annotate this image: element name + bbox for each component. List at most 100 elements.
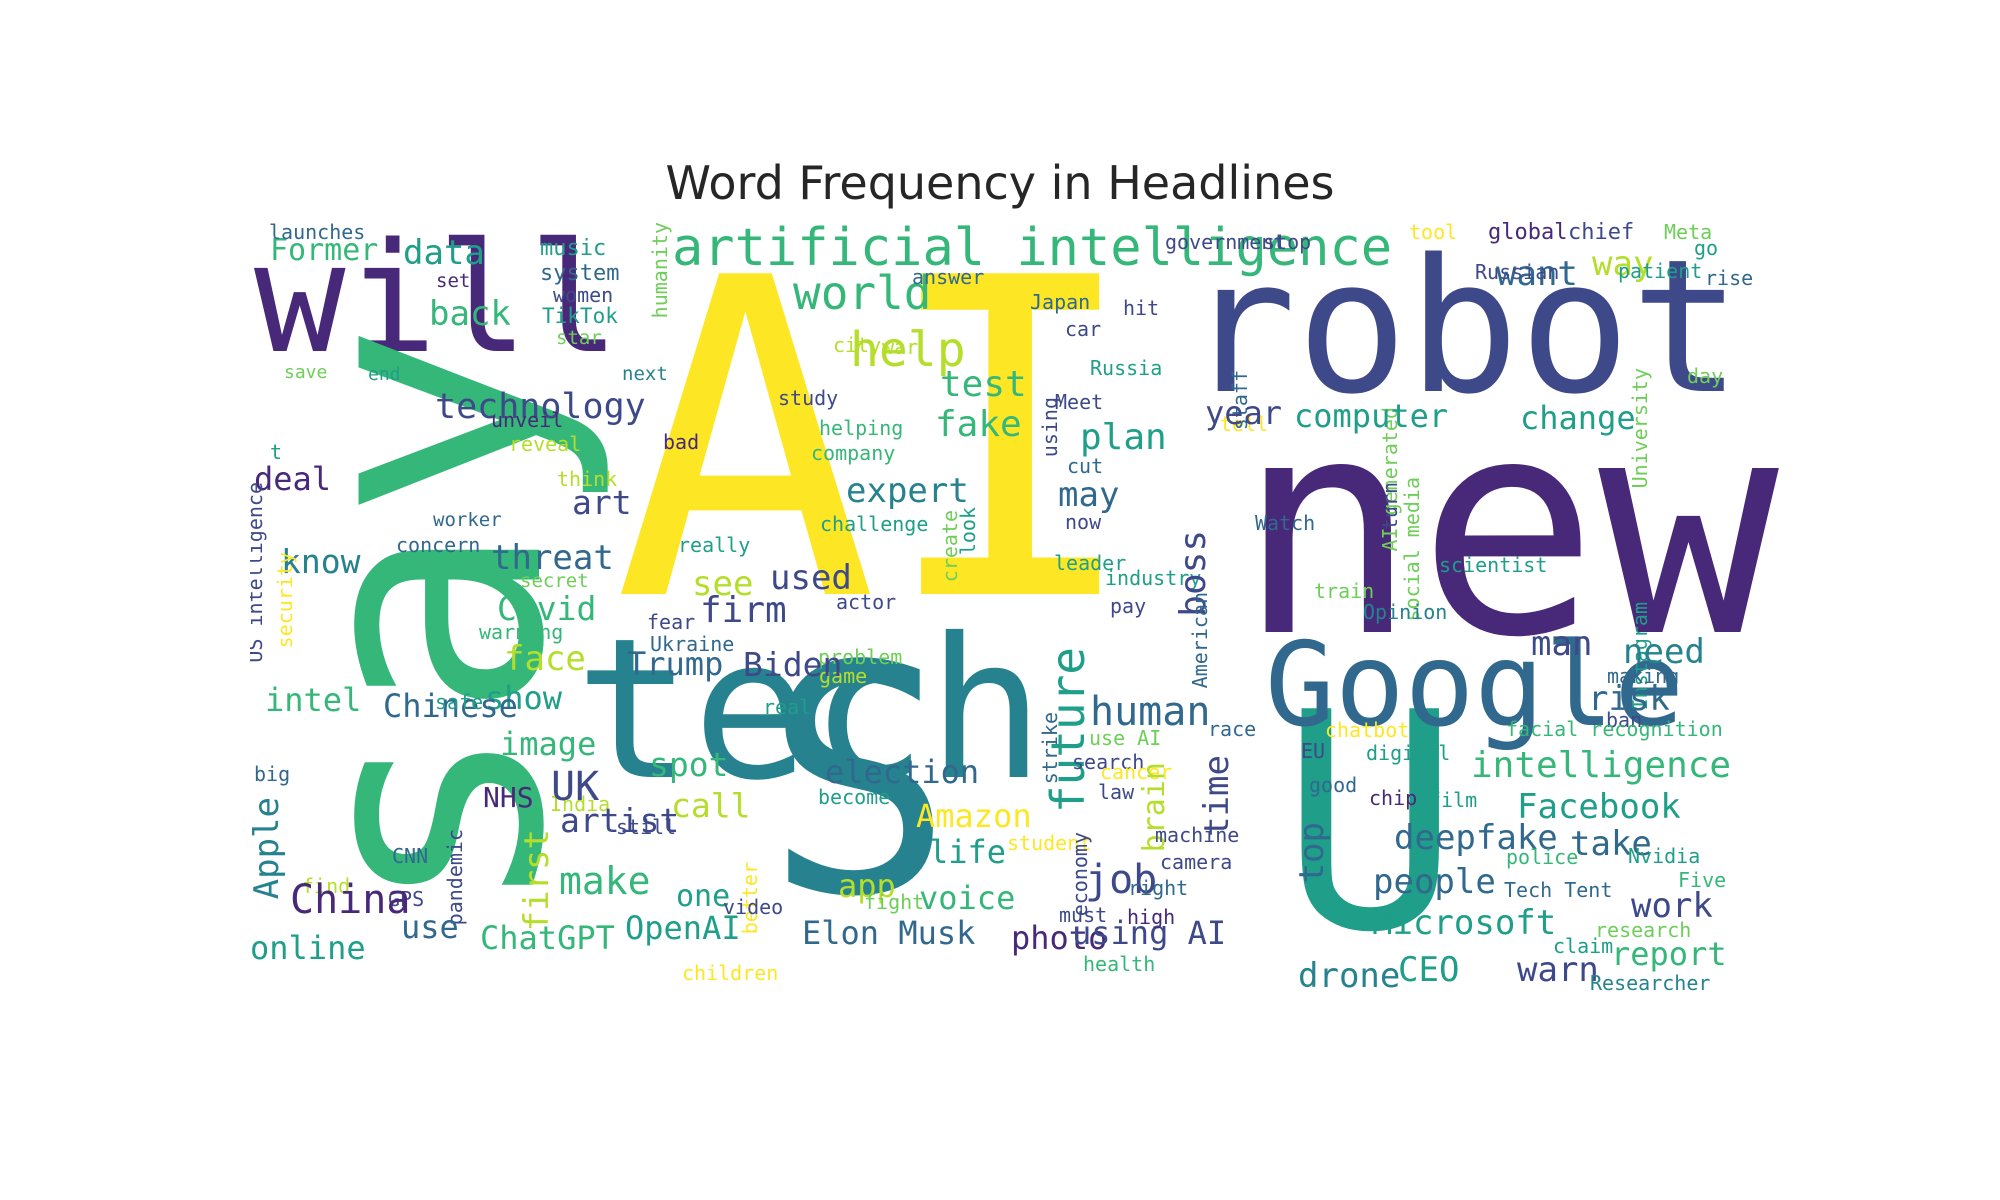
word-watch: Watch bbox=[1255, 511, 1316, 535]
word-nvidia: Nvidia bbox=[1628, 844, 1701, 868]
word-threat: threat bbox=[491, 538, 614, 578]
word-work: work bbox=[1631, 886, 1713, 926]
word-scientist: scientist bbox=[1439, 553, 1548, 577]
word-cut: cut bbox=[1067, 454, 1104, 478]
word-nhs: NHS bbox=[483, 781, 534, 814]
word-problem: problem bbox=[818, 645, 903, 669]
word-reveal: reveal bbox=[509, 432, 582, 456]
word-openai: OpenAI bbox=[625, 909, 741, 947]
word-humanity: humanity bbox=[648, 222, 672, 319]
word-t: t bbox=[270, 440, 283, 464]
word-using-ai: using AI bbox=[1072, 914, 1227, 952]
word-now: now bbox=[1065, 510, 1102, 534]
word-camera: camera bbox=[1160, 850, 1233, 874]
word-ban: ban bbox=[1606, 708, 1643, 732]
word-opinion: Opinion bbox=[1363, 600, 1448, 624]
word-take: take bbox=[1570, 824, 1652, 864]
word-spot: spot bbox=[649, 745, 729, 784]
word-next: next bbox=[622, 363, 668, 385]
word-chip: chip bbox=[1369, 786, 1418, 810]
word-student: student bbox=[1007, 831, 1092, 855]
word-deal: deal bbox=[254, 460, 332, 498]
word-rise: rise bbox=[1705, 266, 1754, 290]
word-ceo: CEO bbox=[1398, 950, 1460, 990]
word-must: must bbox=[1059, 903, 1108, 927]
word-race: race bbox=[1208, 717, 1257, 741]
word-first: first bbox=[517, 829, 557, 932]
word-fear: fear bbox=[647, 610, 696, 634]
word-challenge: challenge bbox=[820, 512, 929, 536]
word-deepfake: deepfake bbox=[1394, 818, 1558, 858]
word-system: system bbox=[540, 261, 620, 286]
word-fake: fake bbox=[935, 404, 1022, 445]
word-need: need bbox=[1623, 632, 1705, 672]
word-making: making bbox=[1607, 664, 1680, 688]
word-american: American bbox=[1188, 592, 1212, 689]
word-good: good bbox=[1309, 773, 1358, 797]
word-russian: Russian bbox=[1475, 260, 1560, 284]
word-china: China bbox=[290, 877, 411, 923]
word-cancer: cancer bbox=[1100, 760, 1173, 784]
word-see: see bbox=[692, 564, 754, 604]
word-helping: helping bbox=[819, 416, 904, 440]
word-people: people bbox=[1373, 862, 1496, 902]
word-use: use bbox=[401, 908, 459, 946]
word-data: data bbox=[403, 233, 485, 273]
word-will: will bbox=[254, 222, 621, 387]
word-google: Google bbox=[1265, 618, 1685, 753]
word-artificial-intelligence: artificial intelligence bbox=[672, 222, 1393, 278]
word-find: find bbox=[302, 874, 351, 898]
word-report: report bbox=[1611, 935, 1727, 973]
word-car: car bbox=[1065, 317, 1102, 341]
word-tell: tell bbox=[1220, 412, 1269, 436]
word-launches: launches bbox=[269, 222, 366, 244]
word-big: big bbox=[254, 762, 291, 786]
word-know: know bbox=[281, 542, 361, 581]
word-police: police bbox=[1506, 845, 1579, 869]
word-trump: Trump bbox=[627, 645, 724, 683]
word-music: music bbox=[540, 236, 607, 261]
word-digital: digital bbox=[1366, 741, 1451, 765]
word-biden: Biden bbox=[743, 645, 843, 684]
word-back: back bbox=[429, 294, 511, 334]
word-study: study bbox=[778, 386, 839, 410]
word-microsoft: Microsoft bbox=[1372, 903, 1557, 943]
word-way: way bbox=[1592, 244, 1654, 284]
word-company: company bbox=[811, 441, 896, 465]
word-concern: concern bbox=[396, 533, 481, 557]
word-firm: firm bbox=[700, 590, 787, 631]
word-job: job bbox=[1085, 857, 1158, 903]
word-high: high bbox=[1127, 905, 1176, 929]
word-technology: technology bbox=[435, 387, 646, 427]
word-chatgpt: ChatGPT bbox=[480, 919, 615, 957]
word-pay: pay bbox=[1110, 594, 1147, 618]
word-year: year bbox=[1205, 394, 1283, 432]
word-gps: GPS bbox=[388, 887, 425, 911]
word-tiktok: TikTok bbox=[542, 304, 618, 328]
word-ukraine: Ukraine bbox=[650, 632, 735, 656]
word-end: end bbox=[368, 364, 401, 385]
word-u: U bbox=[1280, 649, 1461, 998]
word-plan: plan bbox=[1080, 417, 1167, 458]
word-meta: Meta bbox=[1664, 222, 1713, 244]
word-artist: artist bbox=[560, 801, 680, 840]
word-hit: hit bbox=[1123, 296, 1160, 320]
word-japan: Japan bbox=[1030, 290, 1091, 314]
word-s: S bbox=[764, 600, 954, 966]
word-apple: Apple bbox=[250, 797, 287, 900]
word-face: face bbox=[504, 639, 586, 679]
word-save: save bbox=[284, 362, 328, 383]
word-leader: leader bbox=[1054, 551, 1127, 575]
word-show: show bbox=[485, 679, 563, 717]
word-film: film bbox=[1429, 788, 1478, 812]
word-help: help bbox=[850, 322, 966, 378]
word-drone: drone bbox=[1298, 956, 1401, 996]
word-robot: robot bbox=[1185, 222, 1742, 435]
word-set: set bbox=[436, 270, 471, 292]
word-think: think bbox=[557, 467, 618, 491]
word-unveil: unveil bbox=[491, 408, 564, 432]
word-chinese: Chinese bbox=[383, 687, 518, 725]
word-fight: fight bbox=[864, 890, 925, 914]
word-uk: UK bbox=[551, 764, 600, 810]
word-train: train bbox=[1314, 579, 1375, 603]
